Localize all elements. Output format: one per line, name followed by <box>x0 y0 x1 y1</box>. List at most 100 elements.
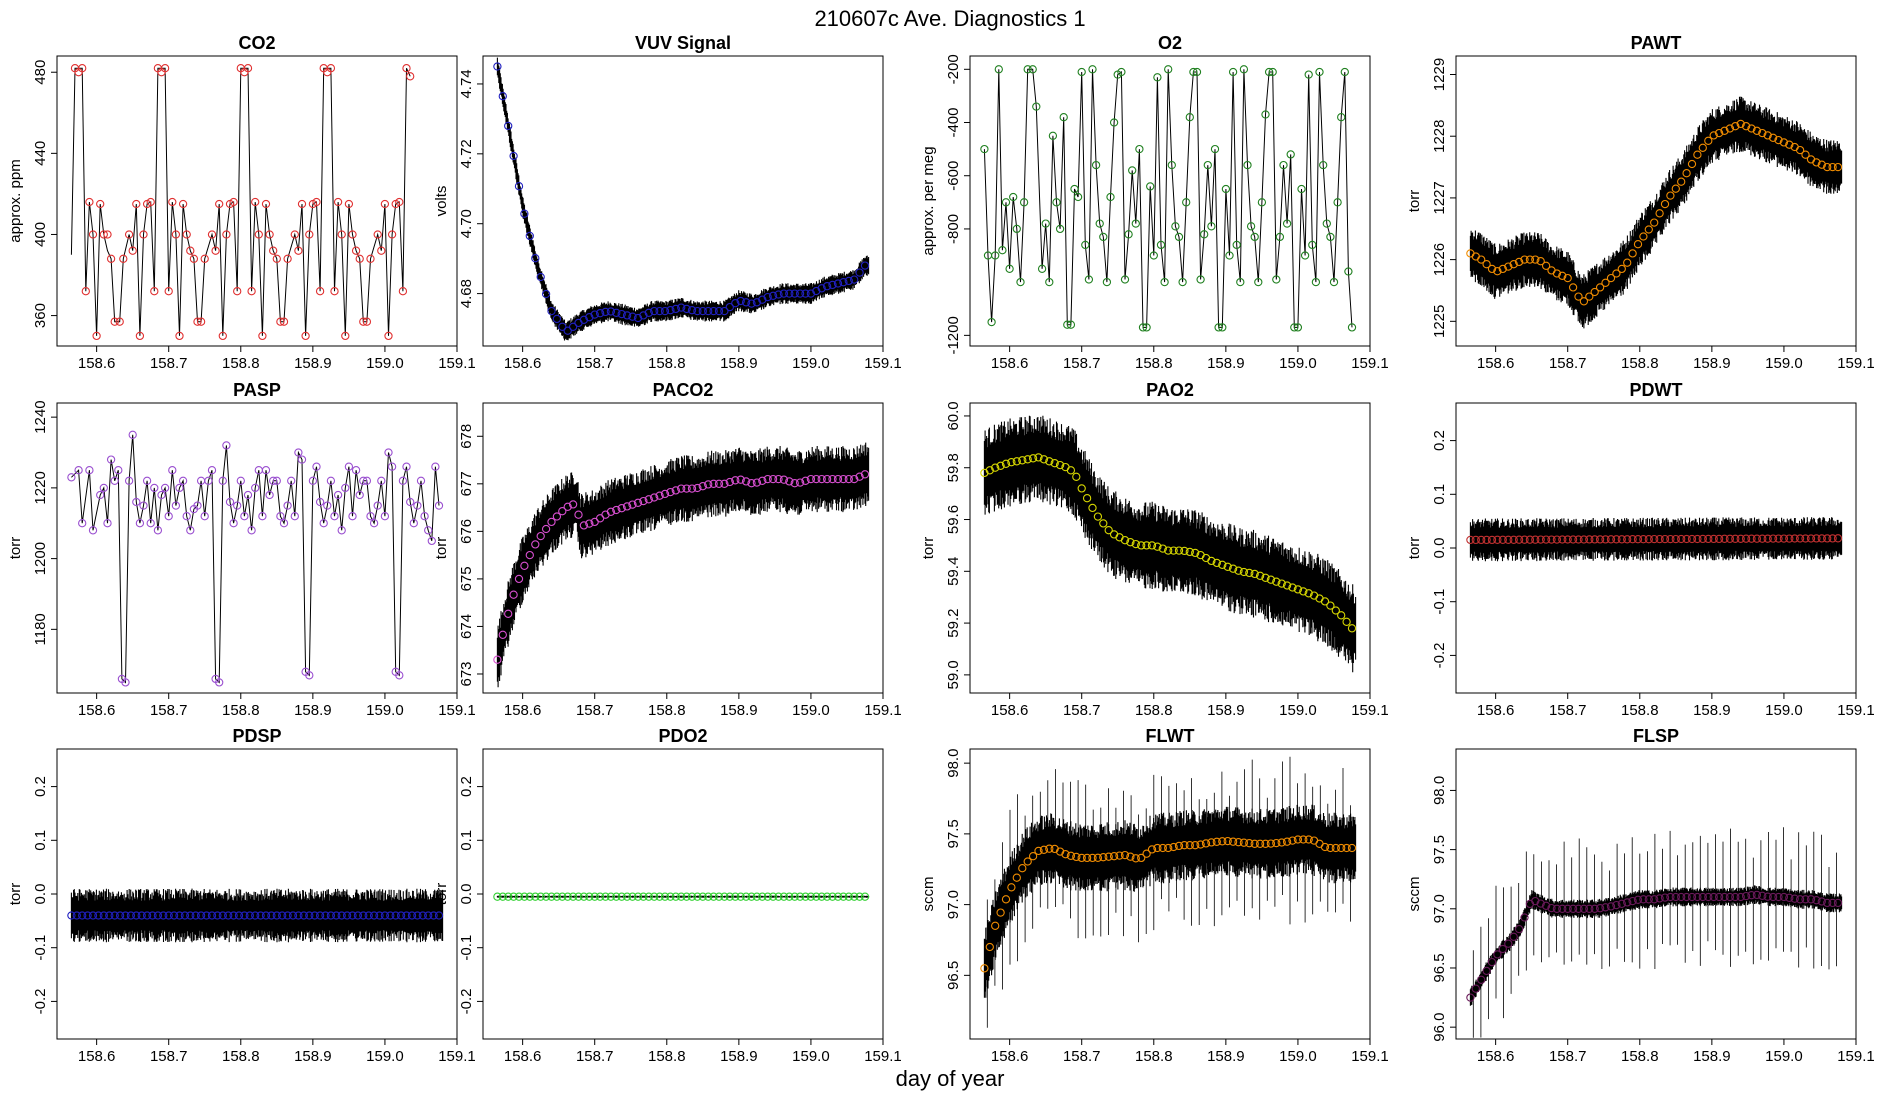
data-point <box>633 498 643 507</box>
data-point <box>1514 924 1524 934</box>
data-point <box>1650 534 1659 544</box>
data-point <box>258 331 267 341</box>
data-point <box>407 911 417 920</box>
data-point <box>279 519 289 528</box>
data-point <box>687 892 697 901</box>
data-point <box>828 280 837 290</box>
data-point <box>175 483 184 493</box>
data-point <box>1180 841 1189 850</box>
data-point <box>1185 113 1194 122</box>
data-point <box>1606 902 1616 911</box>
data-point <box>398 287 408 296</box>
data-point <box>1088 65 1097 74</box>
y-tick-label: 1227 <box>1431 181 1448 214</box>
panel-pasp: PASP torr 158.6 158.7 158.8 158.9 159.0 159.1 11… <box>7 380 476 719</box>
data-point <box>585 313 594 322</box>
y-tick-label: 97.5 <box>1431 835 1448 864</box>
data-point <box>315 497 325 507</box>
y-tick-label: 59.0 <box>945 660 962 689</box>
data-point <box>178 476 188 485</box>
y-tick-label: 4.72 <box>458 139 475 168</box>
data-point <box>1225 251 1234 260</box>
data-point <box>1055 460 1065 470</box>
data-point <box>1342 843 1351 853</box>
data-point <box>1806 534 1816 543</box>
y-tick-label: 0.0 <box>1431 538 1448 559</box>
data-point <box>1037 264 1047 273</box>
data-point <box>1102 277 1112 287</box>
y-tick-label: 97.5 <box>945 819 962 848</box>
data-point <box>359 476 368 485</box>
data-point <box>416 476 426 485</box>
data-point <box>806 474 816 484</box>
data-point <box>844 276 853 286</box>
data-point <box>243 64 253 73</box>
data-point <box>186 526 195 535</box>
data-point <box>1142 849 1151 858</box>
data-point <box>294 448 303 457</box>
data-point <box>758 476 767 485</box>
data-point <box>622 502 632 511</box>
data-point <box>509 151 518 161</box>
data-point <box>229 197 238 207</box>
x-tick-label: 159.1 <box>864 1048 902 1065</box>
y-tick-label: 0.1 <box>32 830 49 851</box>
y-tick-label: -0.2 <box>1431 642 1448 668</box>
data-point <box>1191 841 1200 850</box>
data-point <box>828 892 837 901</box>
data-point <box>67 473 76 482</box>
x-tick-label: 159.0 <box>1765 702 1803 719</box>
data-point <box>1639 895 1648 904</box>
data-point <box>1257 198 1267 207</box>
data-point <box>1300 251 1310 260</box>
x-tick-label: 158.8 <box>222 1048 260 1065</box>
data-point <box>817 892 826 901</box>
data-point <box>617 892 626 901</box>
data-point <box>233 501 242 510</box>
data-point <box>1482 260 1491 269</box>
y-tick-label: 97.0 <box>945 890 962 919</box>
data-point <box>1061 850 1070 859</box>
data-point <box>1169 842 1178 852</box>
data-point <box>1693 150 1702 159</box>
data-point <box>752 298 762 307</box>
data-point <box>850 892 859 901</box>
data-point <box>568 892 578 901</box>
y-tick-label: 1180 <box>32 613 49 645</box>
data-point <box>1055 224 1065 234</box>
data-point <box>88 526 98 535</box>
data-point <box>763 474 772 484</box>
data-point <box>386 911 395 920</box>
panel-o2: O2 approx. per meg 158.6 158.7 158.8 158.9 159… <box>920 33 1389 372</box>
data-point <box>299 911 308 920</box>
data-point <box>384 448 393 457</box>
data-point <box>1763 131 1772 140</box>
data-point <box>1266 575 1276 584</box>
data-point <box>1331 843 1340 853</box>
x-tick-label: 158.7 <box>150 355 188 372</box>
data-point <box>1623 258 1632 267</box>
data-point <box>1595 904 1605 913</box>
data-point <box>1525 535 1535 544</box>
data-point <box>1514 535 1524 544</box>
x-tick-label: 158.9 <box>1207 1048 1245 1065</box>
data-point <box>698 306 707 316</box>
data-point <box>817 284 826 293</box>
data-point <box>1245 568 1254 578</box>
series-line <box>71 434 440 684</box>
data-point <box>1509 932 1518 941</box>
data-point <box>1200 230 1209 239</box>
data-point <box>682 484 691 493</box>
data-point <box>290 512 299 521</box>
data-point <box>725 892 734 901</box>
data-point <box>103 519 112 528</box>
data-point <box>1164 546 1173 555</box>
data-point <box>1091 160 1101 170</box>
data-point <box>387 230 397 239</box>
data-point <box>725 477 734 487</box>
data-point <box>660 306 670 316</box>
x-tick-label: 159.0 <box>1279 1048 1317 1065</box>
data-point <box>655 892 664 901</box>
data-point <box>644 495 653 504</box>
data-point <box>574 892 583 901</box>
